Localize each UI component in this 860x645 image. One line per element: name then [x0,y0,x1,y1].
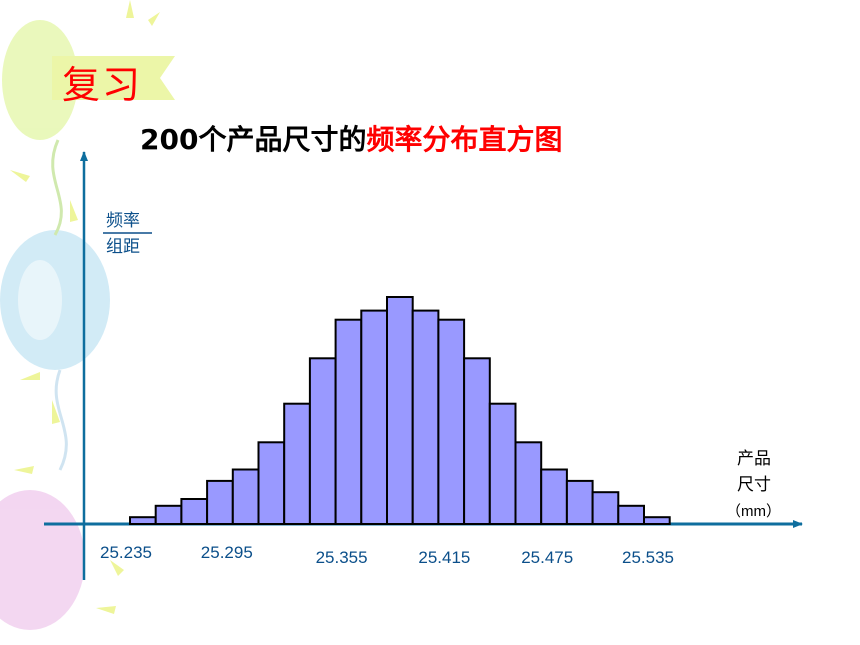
histogram-bar [334,318,363,526]
y-axis-label: 频率 组距 [103,211,152,256]
chart-title-prefix: 200个产品尺寸的 [140,123,367,156]
balloon-decoration-icon [0,20,110,630]
chart-title: 200个产品尺寸的频率分布直方图 [140,118,562,158]
histogram-bar [308,357,337,525]
x-tick-labels: 25.235 25.295 25.355 25.415 25.475 25.535 [100,543,674,567]
x-tick-label: 25.415 [418,548,470,567]
histogram-bar [283,402,311,526]
histogram-bar [514,441,543,525]
histogram-bar [180,498,209,525]
histogram-bar [617,504,645,525]
histogram-bar [386,296,414,525]
section-badge: 复习 [62,63,143,107]
x-tick-label: 25.235 [100,543,152,562]
x-tick-label: 25.295 [201,543,253,562]
histogram-bar [257,441,286,525]
histogram-bar [206,479,234,525]
histogram-bar [463,357,491,525]
sun-rays-decoration-icon [10,0,160,614]
y-axis-label-denominator: 组距 [106,237,140,256]
x-tick-label: 25.475 [521,548,573,567]
histogram-bar [129,516,157,526]
x-axis-label-line-3: （mm） [726,503,781,520]
x-axis-label: 产品 尺寸 （mm） [726,449,781,520]
chart-title-highlight: 频率分布直方图 [366,123,563,156]
y-axis-label-numerator: 频率 [106,211,140,230]
histogram-bar [540,468,568,525]
histogram-bar [565,479,594,525]
histogram-bars [129,296,671,526]
x-axis-label-line-1: 产品 [737,449,771,468]
histogram-bar [154,504,183,525]
histogram-bar [231,468,260,525]
x-tick-label: 25.355 [316,548,368,567]
histogram-bar [488,402,517,526]
histogram-bar [437,318,466,526]
histogram-bar [360,309,388,525]
histogram-bar [411,309,440,525]
x-axis-label-line-2: 尺寸 [737,475,771,494]
histogram-bar [591,491,620,526]
section-badge-background [52,56,175,100]
x-tick-label: 25.535 [622,548,674,567]
histogram-bar [643,516,671,526]
